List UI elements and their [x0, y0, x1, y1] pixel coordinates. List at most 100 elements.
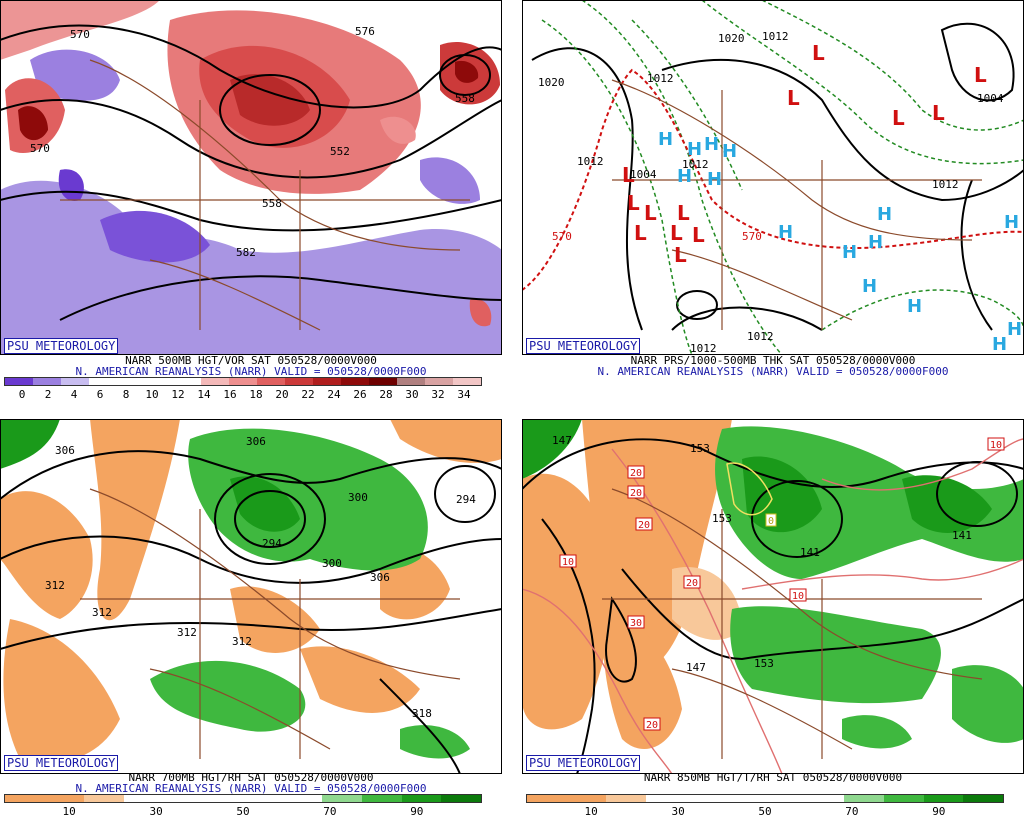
thickness-contour-label: 570	[552, 230, 572, 243]
high-pressure-symbol: H	[687, 139, 702, 160]
scale-swatch	[257, 378, 285, 385]
t850-contour-label: 141	[800, 546, 820, 559]
scale-tick-label: 34	[457, 388, 471, 401]
scale-swatch	[229, 378, 257, 385]
color-scale-labels: 10 30 50 70 90	[526, 805, 1004, 818]
scale-tick-label: 32	[431, 388, 445, 401]
scale-tick-label: 70	[323, 805, 337, 818]
scale-swatch	[884, 795, 924, 802]
map-valid-caption: N. AMERICAN REANALYSIS (NARR) VALID = 05…	[597, 365, 949, 378]
scale-swatch	[201, 378, 229, 385]
scale-swatch	[124, 795, 164, 802]
scale-tick-label: 90	[410, 805, 424, 818]
scale-swatch	[243, 795, 283, 802]
pressure-map: L L L L L L L L L L L L L H H H H H H H …	[522, 0, 1024, 355]
scale-swatch	[163, 795, 204, 802]
vor-contour-label: 570	[30, 142, 50, 155]
scale-swatch	[441, 795, 482, 802]
scale-swatch	[145, 378, 173, 385]
scale-tick-label: 90	[932, 805, 946, 818]
scale-swatch	[362, 795, 402, 802]
high-pressure-symbol: H	[1004, 212, 1019, 233]
map-valid-caption: N. AMERICAN REANALYSIS (NARR) VALID = 05…	[75, 782, 427, 795]
high-pressure-symbol: H	[877, 204, 892, 225]
thickness-contour-label: 570	[742, 230, 762, 243]
scale-tick-label: 20	[275, 388, 289, 401]
scale-tick-label: 4	[70, 388, 78, 401]
scale-tick-label: 30	[671, 805, 685, 818]
rh700-contour-label: 318	[412, 707, 432, 720]
low-pressure-symbol: L	[644, 201, 657, 225]
rh700-contour-label: 312	[45, 579, 65, 592]
low-pressure-symbol: L	[892, 106, 905, 130]
scale-swatch	[397, 378, 425, 385]
high-pressure-symbol: H	[704, 134, 719, 155]
vor-contour-label: 576	[355, 25, 375, 38]
scale-swatch	[313, 378, 341, 385]
low-pressure-symbol: L	[634, 221, 647, 245]
low-pressure-symbol: L	[692, 223, 705, 247]
vor-contour-label: 552	[330, 145, 350, 158]
pressure-contour-label: 1012	[682, 158, 709, 171]
rh700-contour-label: 312	[232, 635, 252, 648]
t850-map: 147 153 141 141 147 153 153 10 10 10 20 …	[522, 419, 1024, 774]
scale-tick-label: 0	[18, 388, 26, 401]
high-pressure-symbol: H	[707, 169, 722, 190]
scale-swatch	[804, 795, 845, 802]
vorticity-map: 570 576 558 552 570 582 558	[0, 0, 502, 355]
t850-contour-label: 147	[686, 661, 706, 674]
scale-swatch	[401, 795, 442, 802]
panel-850mb-t-rh: 147 153 141 141 147 153 153 10 10 10 20 …	[522, 419, 1024, 819]
scale-swatch	[963, 795, 1004, 802]
rh700-contour-label: 300	[322, 557, 342, 570]
map-caption: NARR 500MB HGT/VOR SAT 050528/0000V000	[125, 354, 377, 367]
psu-meteorology-badge: PSU METEOROLOGY	[526, 338, 641, 354]
rh700-contour-label: 312	[92, 606, 112, 619]
color-scale-bar	[526, 794, 1004, 803]
scale-swatch	[322, 795, 363, 802]
pressure-contour-label: 1012	[690, 342, 717, 355]
low-pressure-symbol: L	[670, 221, 683, 245]
scale-swatch	[453, 378, 481, 385]
pressure-contour-label: 1020	[718, 32, 745, 45]
rh700-contour-label: 306	[370, 571, 390, 584]
psu-meteorology-badge: PSU METEOROLOGY	[4, 755, 119, 771]
scale-swatch	[606, 795, 647, 802]
scale-tick-label: 30	[149, 805, 163, 818]
high-pressure-symbol: H	[778, 222, 793, 243]
scale-tick-label: 10	[584, 805, 598, 818]
temperature-label: 20	[646, 720, 658, 731]
scale-swatch	[341, 378, 369, 385]
high-pressure-symbol: H	[992, 334, 1007, 355]
high-pressure-symbol: H	[842, 242, 857, 263]
scale-tick-label: 2	[44, 388, 52, 401]
temperature-label: 20	[630, 468, 642, 479]
scale-tick-label: 26	[353, 388, 367, 401]
scale-swatch	[89, 378, 117, 385]
scale-tick-label: 16	[223, 388, 237, 401]
color-scale-bar	[4, 377, 482, 386]
high-pressure-symbol: H	[907, 296, 922, 317]
temperature-label: 10	[562, 557, 574, 568]
scale-swatch	[203, 795, 244, 802]
low-pressure-symbol: L	[677, 201, 690, 225]
vor-contour-label: 558	[262, 197, 282, 210]
scale-swatch	[285, 378, 313, 385]
scale-tick-label: 14	[197, 388, 211, 401]
low-pressure-symbol: L	[787, 86, 800, 110]
t850-contour-label: 153	[712, 512, 732, 525]
scale-tick-label: 8	[122, 388, 130, 401]
psu-meteorology-badge: PSU METEOROLOGY	[4, 338, 119, 354]
vor-contour-label: 570	[70, 28, 90, 41]
panel-700mb-rh: 306 306 300 294 294 300 306 312 312 312 …	[0, 419, 502, 819]
rh700-contour-label: 306	[246, 435, 266, 448]
scale-swatch	[33, 378, 61, 385]
low-pressure-symbol: L	[674, 243, 687, 267]
temperature-label: 30	[630, 618, 642, 629]
scale-swatch	[44, 795, 85, 802]
scale-swatch	[923, 795, 964, 802]
pressure-contour-label: 1012	[762, 30, 789, 43]
low-pressure-symbol: L	[622, 163, 635, 187]
pressure-contour-label: 1012	[932, 178, 959, 191]
scale-tick-label: 6	[96, 388, 104, 401]
